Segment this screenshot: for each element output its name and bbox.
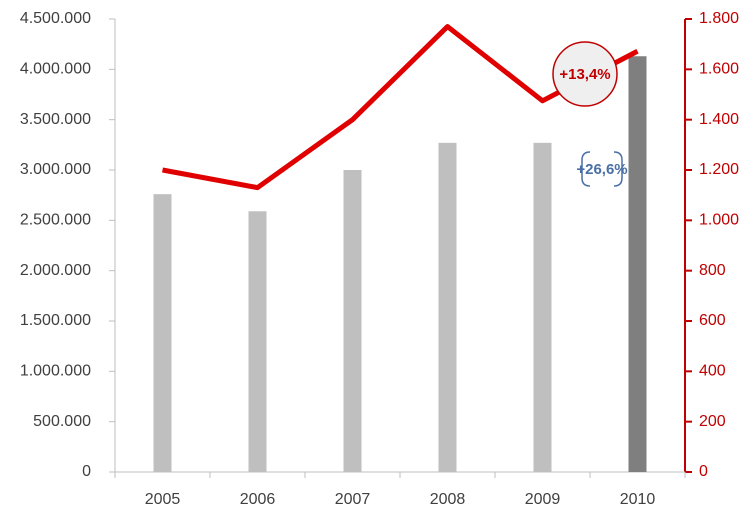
annotation: +13,4% xyxy=(559,66,610,83)
y-tick-label: 3.000.000 xyxy=(20,161,91,178)
y2-tick-label: 1.600 xyxy=(699,61,739,78)
bar xyxy=(628,56,647,472)
bar xyxy=(153,194,172,472)
y2-tick-label: 800 xyxy=(699,262,726,279)
y2-tick-label: 0 xyxy=(699,463,708,480)
annotation-circle xyxy=(552,41,618,107)
y2-tick-label: 1.000 xyxy=(699,212,739,229)
x-tick-label: 2006 xyxy=(240,491,276,508)
bar xyxy=(343,170,362,472)
x-tick-label: 2005 xyxy=(145,491,181,508)
x-tick-label: 2007 xyxy=(335,491,371,508)
y-tick-label: 2.500.000 xyxy=(20,212,91,229)
annotation: +26,6% xyxy=(576,161,627,178)
bar xyxy=(248,211,267,473)
x-tick-label: 2008 xyxy=(430,491,466,508)
y-tick-label: 4.500.000 xyxy=(20,10,91,27)
bar xyxy=(438,142,457,472)
bar xyxy=(533,142,552,472)
bracket-right xyxy=(613,151,623,187)
y2-tick-label: 400 xyxy=(699,363,726,380)
y2-tick-label: 200 xyxy=(699,413,726,430)
y-tick-label: 1.500.000 xyxy=(20,312,91,329)
y-tick-label: 500.000 xyxy=(33,413,91,430)
y-tick-label: 1.000.000 xyxy=(20,363,91,380)
x-tick-label: 2010 xyxy=(620,491,656,508)
y2-tick-label: 1.800 xyxy=(699,10,739,27)
y-tick-label: 3.500.000 xyxy=(20,111,91,128)
y-tick-label: 0 xyxy=(82,463,91,480)
y-tick-label: 4.000.000 xyxy=(20,61,91,78)
bracket-left xyxy=(581,151,591,187)
y2-tick-label: 1.400 xyxy=(699,111,739,128)
y-tick-label: 2.000.000 xyxy=(20,262,91,279)
y2-tick-label: 1.200 xyxy=(699,161,739,178)
y2-tick-label: 600 xyxy=(699,312,726,329)
x-tick-label: 2009 xyxy=(525,491,561,508)
